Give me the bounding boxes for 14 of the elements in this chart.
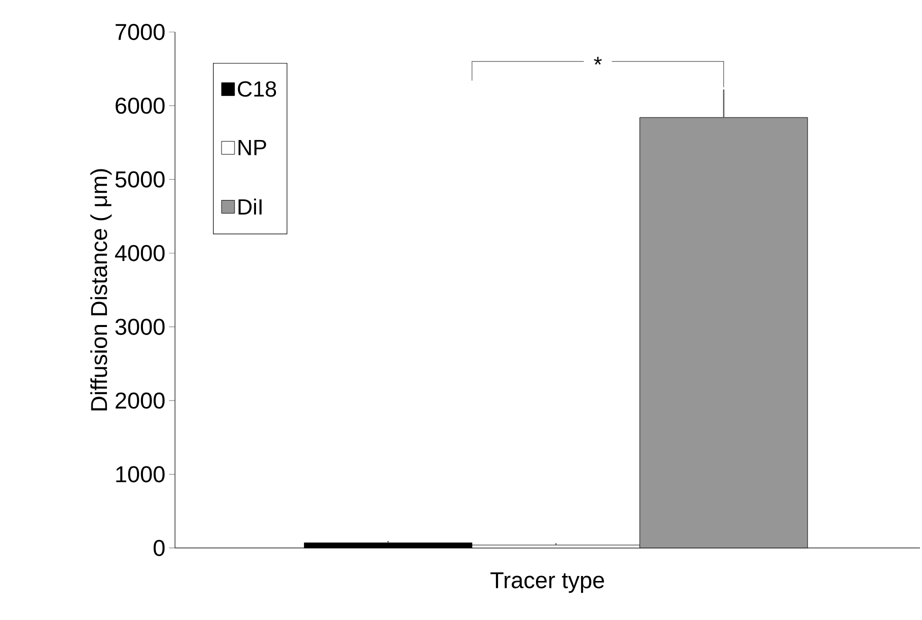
y-tick-label: 2000 — [116, 392, 165, 409]
y-axis-title: Diffusion Distance ( μm) — [90, 169, 112, 410]
y-tick-label: 4000 — [115, 245, 165, 262]
legend-label: NP — [238, 140, 266, 156]
y-tick-label: 5000 — [115, 171, 165, 188]
y-tick-label: 1000 — [116, 466, 165, 482]
x-axis-title: Tracer type — [490, 572, 604, 593]
legend-label: DiI — [238, 198, 262, 214]
y-tick-label: 7000 — [116, 24, 165, 40]
y-tick-label: 3000 — [115, 318, 165, 335]
annotation: * — [594, 56, 602, 65]
y-tick-label: 0 — [154, 540, 165, 556]
y-tick-label: 6000 — [116, 98, 165, 114]
legend-label: C18 — [238, 81, 276, 97]
